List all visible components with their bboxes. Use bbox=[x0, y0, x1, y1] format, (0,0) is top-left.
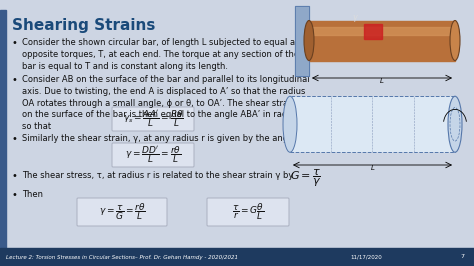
Polygon shape bbox=[295, 6, 309, 76]
Bar bbox=[309, 20, 455, 60]
Text: •: • bbox=[12, 134, 18, 144]
Text: γ: γ bbox=[353, 14, 357, 23]
Bar bbox=[0, 248, 474, 266]
Ellipse shape bbox=[304, 20, 314, 60]
Text: •: • bbox=[12, 75, 18, 85]
Text: •: • bbox=[12, 171, 18, 181]
Text: Shearing Strains: Shearing Strains bbox=[12, 18, 155, 33]
FancyBboxPatch shape bbox=[112, 107, 194, 131]
Text: •: • bbox=[12, 190, 18, 200]
Text: Consider the shown circular bar, of length L subjected to equal and
opposite tor: Consider the shown circular bar, of leng… bbox=[22, 38, 306, 70]
Text: The shear stress, τ, at radius r is related to the shear strain γ by: The shear stress, τ, at radius r is rela… bbox=[22, 171, 293, 180]
Text: L: L bbox=[371, 165, 374, 171]
Text: •: • bbox=[12, 38, 18, 48]
Text: Lecture 2: Torsion Stresses in Circular Sections– Prof. Dr. Gehan Hamdy - 2020/2: Lecture 2: Torsion Stresses in Circular … bbox=[6, 255, 238, 260]
Text: Consider AB on the surface of the bar and parallel to its longitudinal
axis. Due: Consider AB on the surface of the bar an… bbox=[22, 75, 313, 131]
Text: 11/17/2020: 11/17/2020 bbox=[350, 255, 382, 260]
Text: $\gamma_s = \dfrac{AA'}{L} = \dfrac{R\theta}{L}$: $\gamma_s = \dfrac{AA'}{L} = \dfrac{R\th… bbox=[123, 109, 183, 130]
Text: Then: Then bbox=[22, 190, 43, 199]
Ellipse shape bbox=[448, 96, 462, 152]
Bar bbox=[0, 10, 6, 256]
Text: $\gamma = \dfrac{DD'}{L} = \dfrac{r\theta}{L}$: $\gamma = \dfrac{DD'}{L} = \dfrac{r\thet… bbox=[125, 145, 181, 165]
Text: L: L bbox=[380, 78, 384, 84]
FancyBboxPatch shape bbox=[112, 143, 194, 167]
Text: $\gamma = \dfrac{\tau}{G} = \dfrac{r\theta}{L}$: $\gamma = \dfrac{\tau}{G} = \dfrac{r\the… bbox=[99, 202, 146, 222]
Text: 7: 7 bbox=[460, 255, 464, 260]
Text: $G = \dfrac{\tau}{\gamma}$: $G = \dfrac{\tau}{\gamma}$ bbox=[290, 167, 321, 189]
FancyBboxPatch shape bbox=[77, 198, 167, 226]
Text: Similarly the shear strain, γ, at any radius r is given by the angle DCD’ so tha: Similarly the shear strain, γ, at any ra… bbox=[22, 134, 352, 143]
Text: $\dfrac{\tau}{r} = G\dfrac{\theta}{L}$: $\dfrac{\tau}{r} = G\dfrac{\theta}{L}$ bbox=[232, 202, 264, 222]
Ellipse shape bbox=[450, 20, 460, 60]
Bar bbox=[365, 23, 383, 39]
Bar bbox=[290, 96, 455, 152]
Ellipse shape bbox=[283, 96, 297, 152]
FancyBboxPatch shape bbox=[207, 198, 289, 226]
Bar bbox=[309, 27, 455, 35]
